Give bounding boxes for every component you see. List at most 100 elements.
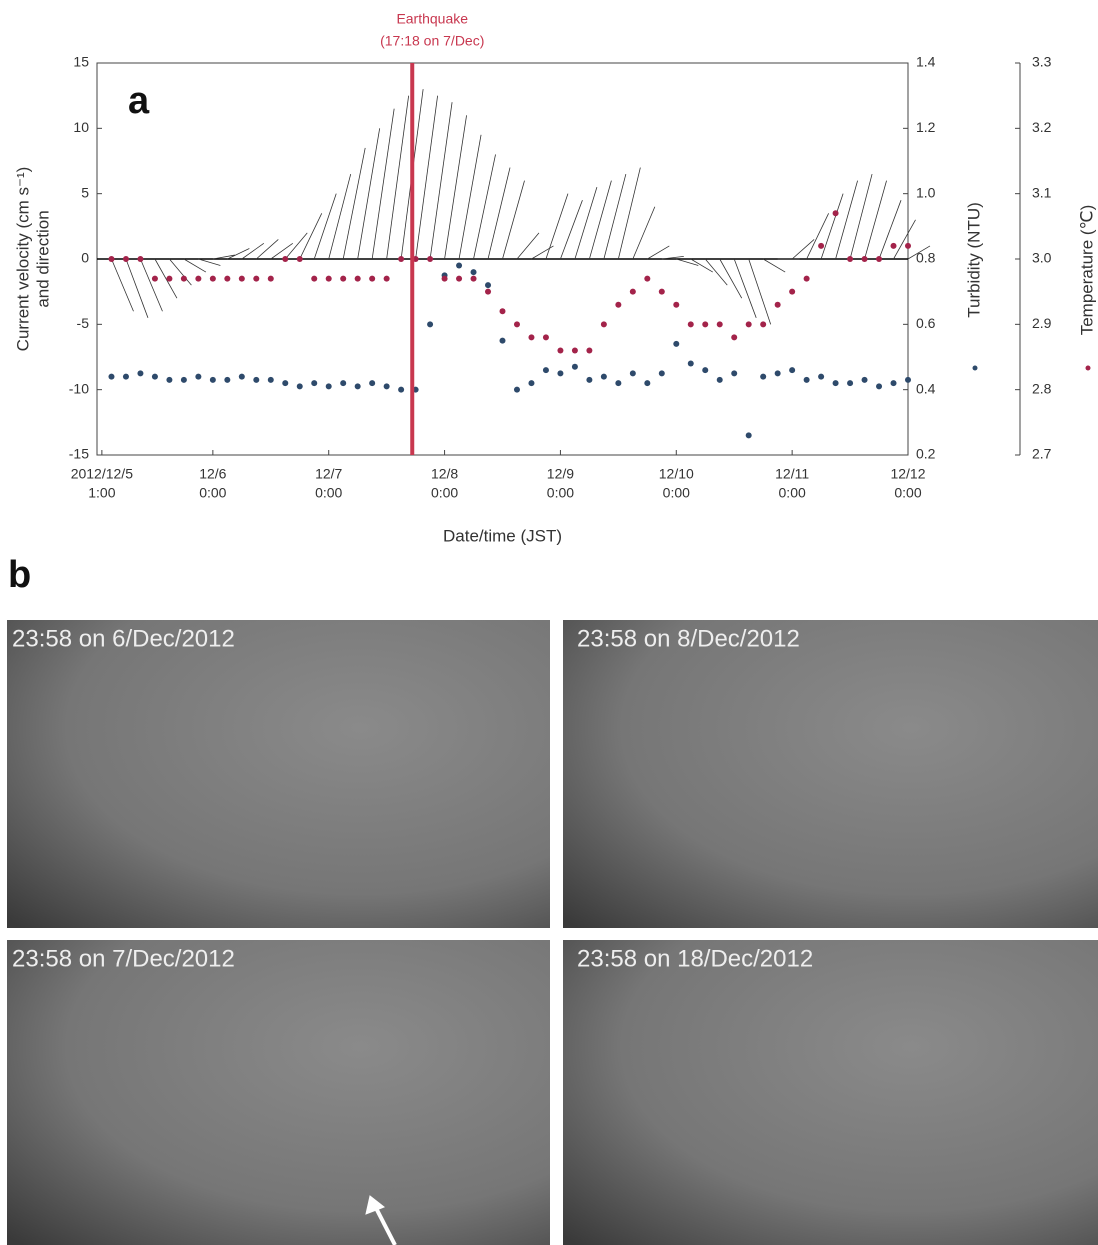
x-tick-label: 12/8 [431,466,458,482]
current-stick [676,258,699,266]
data-point [340,380,347,387]
data-point [137,256,144,262]
current-stick [473,154,496,260]
data-point [716,376,723,383]
current-stick [313,193,337,260]
data-point [311,275,318,282]
y3-tick-label: 2.7 [1032,446,1052,462]
data-point [716,321,723,328]
current-stick [198,258,221,266]
y2-tick-label: 1.2 [916,119,936,135]
data-point [905,376,911,383]
y3-tick-label: 3.1 [1032,184,1052,200]
data-point [485,282,492,289]
current-stick [647,245,670,260]
data-point [137,370,144,377]
data-point [499,337,506,344]
current-stick [256,239,279,260]
legend-dot [972,365,978,371]
current-stick [284,232,308,260]
current-stick [849,173,873,260]
data-point [485,288,492,295]
current-stick [227,248,250,260]
current-stick [589,180,612,260]
data-point [789,367,796,374]
current-stick [183,258,207,273]
y-tick-label: -5 [77,315,90,331]
data-point [267,376,274,383]
data-point [745,432,752,439]
data-point [702,367,709,374]
data-point [687,360,694,367]
photo-caption: 23:58 on 18/Dec/2012 [577,945,813,972]
data-point [528,334,535,341]
data-point [151,275,158,282]
y-tick-label: 15 [73,54,89,70]
data-point [108,256,115,262]
data-point [311,380,318,387]
y2-tick-label: 0.4 [916,380,936,396]
y-axis-label: Current velocity (cm s⁻¹) [13,167,32,352]
y-tick-label: -10 [69,380,89,396]
y2-tick-label: 1.0 [916,184,936,200]
y3-tick-label: 2.8 [1032,380,1052,396]
data-point [122,256,129,262]
data-point [427,321,434,328]
x-tick-label: 12/9 [547,466,574,482]
data-point [861,376,868,383]
data-point [542,367,549,374]
data-point [296,256,303,262]
data-point [340,275,347,282]
data-point [731,370,738,377]
y-tick-label: 5 [81,184,89,200]
data-point [542,334,549,341]
y2-tick-label: 0.8 [916,250,936,266]
data-point [890,380,897,387]
x-tick-label: 0:00 [894,485,921,501]
y-axis-label: and direction [33,210,52,307]
data-point [803,275,810,282]
data-point [528,380,535,387]
current-stick [502,180,525,260]
x-tick-label: 1:00 [88,485,115,501]
current-stick [386,95,410,260]
data-point [513,386,520,393]
data-point [818,242,825,249]
current-stick [444,115,467,260]
data-point [774,370,781,377]
current-stick [516,232,540,260]
data-point [470,269,477,276]
data-point [890,242,897,249]
x-tick-label: 0:00 [199,485,226,501]
current-stick [429,102,453,260]
data-point [760,321,767,328]
current-stick [820,193,844,260]
data-point [861,256,868,262]
current-stick [357,128,381,260]
data-point [383,383,390,390]
data-point [615,301,622,308]
data-point [282,256,289,262]
y3-tick-label: 3.0 [1032,250,1052,266]
x-tick-label: 12/10 [659,466,694,482]
y2-tick-label: 1.4 [916,54,936,70]
data-point [253,275,260,282]
current-stick [617,167,641,260]
x-tick-label: 12/7 [315,466,342,482]
data-point [745,321,752,328]
data-point [282,380,289,387]
data-point [673,340,680,347]
current-stick [806,213,829,260]
data-point [195,275,202,282]
data-point [571,347,578,354]
x-tick-label: 12/12 [890,466,925,482]
arrow [365,1195,397,1245]
current-stick [560,200,583,260]
data-point [180,275,187,282]
data-point [600,321,607,328]
photo-panel: 23:58 on 6/Dec/2012 23:58 on 8/Dec/2012 … [7,620,1098,1245]
data-point [166,376,173,383]
current-stick [342,147,366,260]
current-stick [661,255,684,260]
